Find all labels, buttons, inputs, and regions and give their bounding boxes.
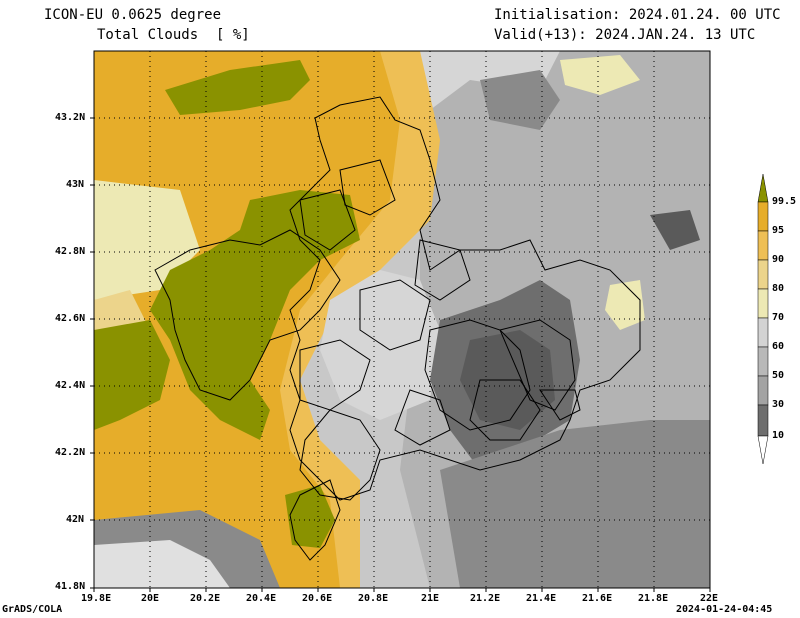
colorbar-bin: [757, 201, 769, 232]
colorbar-bottom-cap: [757, 435, 769, 465]
tick-marks: [90, 117, 711, 592]
boundaries: [154, 96, 641, 561]
lon-label: 21.4E: [526, 593, 557, 604]
legend-label: 80: [772, 283, 785, 294]
lon-label: 21.2E: [470, 593, 501, 604]
lat-label: 41.8N: [55, 581, 86, 592]
legend-label: 99.5: [772, 196, 797, 207]
colorbar-bin: [757, 346, 769, 377]
colorbar-bin: [757, 375, 769, 406]
legend-label: 10: [772, 430, 785, 441]
cloud-field: [94, 51, 710, 588]
lat-label: 43N: [66, 179, 85, 190]
legend-label: 95: [772, 225, 785, 236]
legend-label: 90: [772, 254, 785, 265]
timestamp-label: 2024-01-24-04:45: [676, 604, 773, 615]
lat-label: 42.4N: [55, 380, 86, 391]
init-time: Initialisation: 2024.01.24. 00 UTC: [494, 7, 781, 23]
lon-label: 20.8E: [358, 593, 389, 604]
lon-label: 21.6E: [582, 593, 613, 604]
lat-label: 42N: [66, 514, 85, 525]
lon-label: 20.2E: [190, 593, 221, 604]
colorbar-bin: [757, 404, 769, 437]
credit-label: GrADS/COLA: [2, 604, 63, 615]
legend-label: 30: [772, 399, 785, 410]
valid-time: Valid(+13): 2024.JAN.24. 13 UTC: [494, 27, 756, 43]
colorbar-top-cap: [757, 173, 769, 203]
lon-label: 21E: [421, 593, 440, 604]
lon-label: 22E: [700, 593, 719, 604]
lon-label: 20.4E: [246, 593, 277, 604]
lon-label: 19.8E: [81, 593, 112, 604]
field-unit: [ %]: [216, 27, 250, 43]
colorbar-bin: [757, 288, 769, 319]
colorbar-bin: [757, 230, 769, 261]
colorbar-bin: [757, 317, 769, 348]
model-title: ICON-EU 0.0625 degree: [44, 7, 222, 23]
lat-label: 42.6N: [55, 313, 86, 324]
legend-label: 70: [772, 312, 785, 323]
field-title: Total Clouds: [97, 27, 199, 43]
colorbar-bin: [757, 259, 769, 290]
lat-label: 42.2N: [55, 447, 86, 458]
lat-label: 42.8N: [55, 246, 86, 257]
lon-label: 20.6E: [302, 593, 333, 604]
legend-label: 60: [772, 341, 785, 352]
lat-label: 43.2N: [55, 112, 86, 123]
colorbar: [757, 173, 769, 465]
legend-label: 50: [772, 370, 785, 381]
lon-label: 20E: [141, 593, 160, 604]
lon-label: 21.8E: [638, 593, 669, 604]
